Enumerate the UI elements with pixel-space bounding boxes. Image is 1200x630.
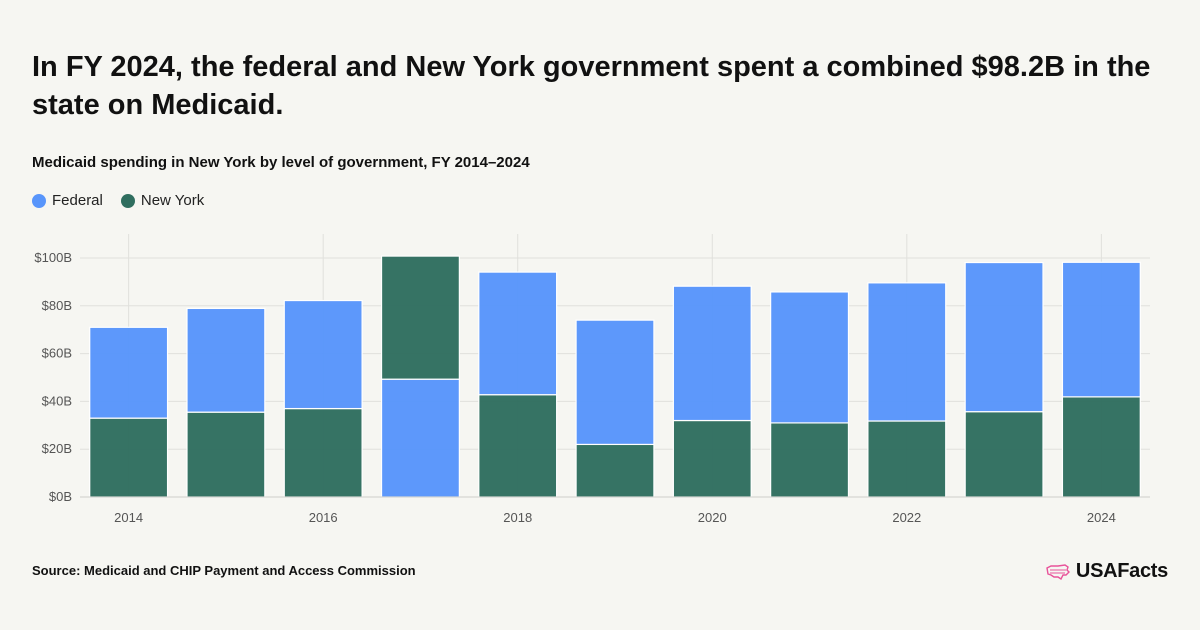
bar-segment-new-york-2023 xyxy=(964,411,1044,498)
source-note: Source: Medicaid and CHIP Payment and Ac… xyxy=(32,563,416,578)
x-tick-label: 2016 xyxy=(309,510,338,525)
bar-segment-new-york-2022 xyxy=(867,420,947,498)
bar-segment-federal-2015 xyxy=(186,307,266,413)
legend-swatch-federal xyxy=(32,193,46,208)
legend-label-federal: Federal xyxy=(52,192,103,209)
bar-segment-federal-2022 xyxy=(867,282,947,422)
bar-segment-federal-2014 xyxy=(89,326,169,419)
bar-segment-federal-2018 xyxy=(478,271,558,396)
brand-name: USAFacts xyxy=(1075,560,1168,582)
x-tick-label: 2018 xyxy=(503,510,532,525)
y-tick-label: $60B xyxy=(42,346,72,361)
bar-segment-new-york-2015 xyxy=(186,411,266,498)
y-tick-label: $100B xyxy=(34,250,72,265)
bar-segment-new-york-2019 xyxy=(575,443,655,498)
x-tick-label: 2014 xyxy=(114,510,143,525)
bar-segment-new-york-2024 xyxy=(1061,396,1141,498)
bar-segment-federal-2017 xyxy=(380,378,460,498)
bar-segment-new-york-2021 xyxy=(770,422,850,498)
y-tick-label: $80B xyxy=(42,298,72,313)
bar-segment-federal-2020 xyxy=(672,285,752,422)
bar-segment-federal-2021 xyxy=(770,291,850,424)
bar-segment-federal-2024 xyxy=(1061,261,1141,398)
bar-segment-federal-2016 xyxy=(283,299,363,410)
x-tick-label: 2024 xyxy=(1087,510,1116,525)
legend-label-new-york: New York xyxy=(140,192,205,209)
bar-segment-new-york-2018 xyxy=(478,394,558,498)
usafacts-logo[interactable]: USAFacts xyxy=(1046,560,1168,583)
bar-segment-new-york-2016 xyxy=(283,407,363,498)
us-map-icon xyxy=(1046,563,1070,580)
chart-subtitle: Medicaid spending in New York by level o… xyxy=(32,154,530,171)
headline: In FY 2024, the federal and New York gov… xyxy=(32,51,1151,121)
chart-legend: Federal New York xyxy=(32,192,204,209)
bar-segment-federal-2023 xyxy=(964,261,1044,413)
bar-segment-new-york-2014 xyxy=(89,417,169,498)
y-tick-label: $20B xyxy=(42,441,72,456)
y-tick-label: $0B xyxy=(49,489,72,504)
bar-segment-new-york-2020 xyxy=(672,419,752,498)
x-tick-label: 2020 xyxy=(698,510,727,525)
y-tick-label: $40B xyxy=(42,393,72,408)
legend-item-federal: Federal xyxy=(32,192,103,209)
bar-segment-federal-2019 xyxy=(575,319,655,446)
bar-segment-new-york-2017 xyxy=(380,255,460,380)
x-tick-label: 2022 xyxy=(892,510,921,525)
legend-swatch-new-york xyxy=(120,193,135,208)
legend-item-new-york: New York xyxy=(120,192,205,209)
